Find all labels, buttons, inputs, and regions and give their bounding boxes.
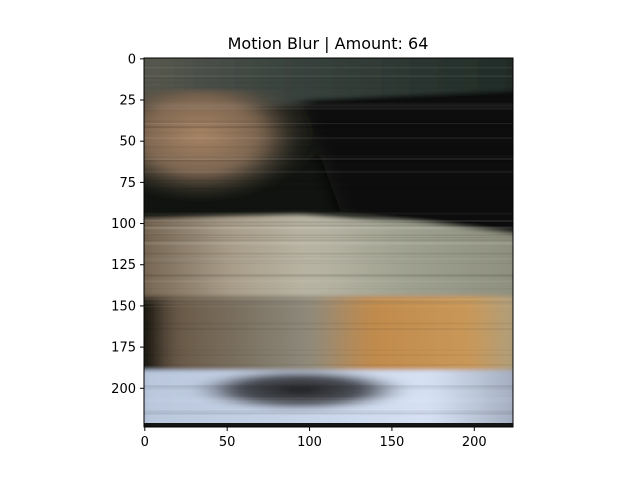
blur-streak — [144, 146, 513, 149]
blur-streak — [144, 400, 513, 403]
y-tick-label: 175 — [111, 341, 136, 356]
bottom-dark-line — [144, 423, 513, 427]
lower-color-band — [144, 296, 513, 372]
x-tick-label: 0 — [141, 435, 149, 450]
blur-streak — [144, 350, 513, 351]
blur-streak — [144, 243, 513, 245]
blur-streak — [144, 120, 513, 124]
y-tick-label: 75 — [119, 176, 136, 191]
blur-streak — [144, 238, 513, 241]
blur-streak — [144, 385, 513, 388]
blur-streak — [144, 226, 513, 229]
y-axis: 0 25 50 75 100 125 150 175 200 — [111, 52, 144, 397]
x-tick-label: 200 — [462, 435, 487, 450]
x-tick-label: 150 — [380, 435, 405, 450]
y-tick-label: 25 — [119, 94, 136, 109]
blur-streak — [144, 179, 513, 182]
blur-streak — [144, 212, 513, 215]
blur-streak — [144, 126, 513, 129]
x-tick-label: 100 — [297, 435, 322, 450]
blur-streak — [144, 262, 513, 264]
mid-gray-band — [144, 214, 513, 300]
blur-streak — [144, 187, 513, 190]
blur-streak — [144, 322, 513, 325]
blur-streak — [144, 220, 513, 222]
dark-blob — [190, 368, 410, 412]
blur-streak — [144, 170, 513, 174]
y-tick-label: 50 — [119, 135, 136, 150]
blur-streak — [144, 256, 513, 258]
blur-streak — [144, 159, 513, 162]
blur-streak — [144, 67, 513, 69]
blur-streak — [144, 105, 513, 107]
blur-streak — [144, 410, 513, 412]
blur-streak — [144, 301, 513, 303]
blur-streak — [144, 107, 513, 110]
y-tick-label: 0 — [128, 52, 136, 67]
blur-streak — [144, 412, 513, 414]
blur-streak — [144, 364, 513, 366]
left-dark-edge — [144, 300, 158, 370]
blur-streak — [144, 125, 513, 128]
blur-streak — [144, 259, 513, 262]
blur-streak — [144, 132, 513, 134]
blur-streak — [144, 274, 513, 276]
blur-streak — [144, 397, 513, 400]
y-tick-label: 100 — [111, 217, 136, 232]
blur-streak — [144, 300, 513, 302]
figure-title: Motion Blur | Amount: 64 — [228, 34, 429, 53]
blur-streak — [144, 207, 513, 208]
blur-streak — [144, 227, 513, 230]
blur-streak — [144, 252, 513, 255]
blur-streak — [144, 280, 513, 283]
blur-streak — [144, 387, 513, 390]
blur-streak — [144, 275, 513, 278]
blur-streak — [144, 301, 513, 304]
blur-streak — [144, 81, 513, 84]
blur-streak — [144, 137, 513, 139]
blurred-image-panel — [144, 58, 513, 427]
blur-streak — [144, 219, 513, 223]
blur-streak — [144, 120, 513, 121]
blur-streak — [144, 234, 513, 237]
blur-streak — [144, 241, 513, 244]
blur-streak — [144, 156, 513, 159]
blur-streak — [144, 259, 513, 262]
blur-streak — [144, 226, 513, 228]
dark-right-region — [300, 90, 513, 237]
blur-streak — [144, 86, 513, 88]
horizontal-blur-streaks — [144, 67, 513, 415]
y-tick-label: 150 — [111, 299, 136, 314]
blur-streak — [144, 302, 513, 305]
y-tick-label: 125 — [111, 258, 136, 273]
blur-streak — [144, 305, 513, 308]
blur-streak — [144, 236, 513, 239]
blur-streak — [144, 288, 513, 289]
blur-streak — [144, 240, 513, 242]
blur-streak — [144, 221, 513, 224]
blur-streak — [144, 328, 513, 331]
blur-streak — [144, 123, 513, 125]
blur-streak — [144, 102, 513, 105]
x-axis: 0 50 100 150 200 — [141, 427, 487, 450]
y-tick-label: 200 — [111, 382, 136, 397]
blur-streak — [144, 157, 513, 160]
blur-streak — [144, 75, 513, 78]
blur-streak — [144, 224, 513, 227]
blur-streak — [144, 412, 513, 415]
blur-streak — [144, 104, 513, 107]
blur-streak — [144, 159, 513, 162]
axes-frame — [143, 57, 514, 428]
blur-streak — [144, 354, 513, 356]
blur-streak — [144, 220, 513, 222]
blur-streak — [144, 298, 513, 301]
blur-streak — [144, 77, 513, 79]
x-tick-label: 50 — [219, 435, 236, 450]
